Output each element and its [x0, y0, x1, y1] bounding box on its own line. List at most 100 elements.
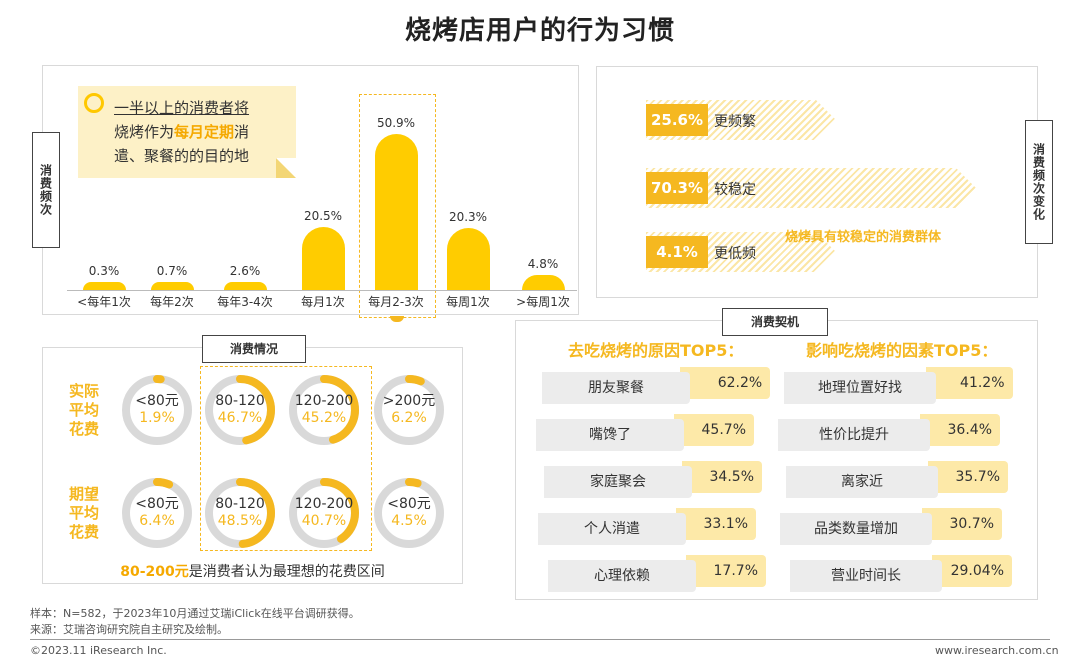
frequency-value-label: 4.8%	[527, 257, 559, 272]
change-label: 更低频	[714, 246, 756, 262]
highlight-marker	[390, 316, 404, 322]
motive-value-bar: 33.1%	[676, 508, 756, 540]
frequency-bar	[301, 227, 345, 290]
change-note: 烧烤具有较稳定的消费群体	[785, 230, 942, 245]
spending-percent: 45.2%	[301, 410, 347, 426]
ideal-range-frame	[200, 366, 372, 551]
callout-line-1: 一半以上的消费者将	[114, 99, 250, 117]
footer-divider	[30, 639, 1050, 640]
spending-donut	[374, 478, 444, 548]
spending-percent: 6.2%	[391, 410, 427, 426]
frequency-bar	[82, 282, 126, 290]
frequency-value-label: 0.3%	[88, 264, 120, 278]
reasons-heading: 去吃烧烤的原因TOP5：	[568, 341, 744, 360]
spending-donut	[205, 478, 275, 548]
frequency-value-label: 0.7%	[156, 264, 188, 278]
donut-value-arc	[205, 478, 275, 548]
spending-donut	[289, 375, 359, 445]
change-percent: 70.3%	[646, 172, 708, 204]
spending-donut	[289, 478, 359, 548]
spending-donut	[205, 375, 275, 445]
spending-percent: 1.9%	[139, 410, 175, 426]
motive-value-bar: 41.2%	[926, 367, 1013, 399]
motive-label-bar: 家庭聚会	[544, 466, 692, 498]
footer-url: www.iresearch.com.cn	[935, 644, 1059, 657]
donut-value-arc	[205, 375, 275, 445]
page-title: 烧烤店用户的行为习惯	[404, 16, 675, 46]
callout-line-3: 遣、聚餐的的目的地	[114, 147, 250, 165]
change-list: 25.6% 更频繁 70.3% 较稳定 4.1% 更低频	[646, 102, 986, 282]
spending-donut	[122, 478, 192, 548]
callout-bullet-icon	[84, 93, 104, 113]
spending-range-label: 80-120	[215, 393, 265, 409]
motive-label-bar: 心理依赖	[548, 560, 696, 592]
spending-percent: 6.4%	[139, 513, 175, 529]
spending-range-label: <80元	[135, 496, 179, 512]
frequency-category-label: 每月2-3次	[368, 295, 424, 309]
spending-donut	[122, 375, 192, 445]
spending-range-label: 120-200	[294, 496, 354, 512]
frequency-category-label: 每年2次	[150, 295, 194, 309]
footer-copyright: ©2023.11 iResearch Inc.	[30, 644, 167, 657]
frequency-category-label: 每月1次	[301, 295, 345, 309]
footer-sample: 样本：N=582，于2023年10月通过艾瑞iClick在线平台调研获得。	[30, 607, 360, 620]
spending-range-label: 120-200	[294, 393, 354, 409]
reasons-bars: 62.2% 朋友聚餐 45.7% 嘴馋了 34.5% 家庭聚会 33.1% 个人消遣 17.7%…	[530, 367, 778, 592]
frequency-tab: 消费频次	[32, 132, 60, 248]
change-percent: 25.6%	[646, 104, 708, 136]
callout-text: 一半以上的消费者将 烧烤作为每月定期消 遣、聚餐的的目的地	[114, 96, 294, 168]
spending-percent: 4.5%	[391, 513, 427, 529]
callout-fold	[276, 158, 296, 178]
motive-tab: 消费契机	[722, 308, 828, 336]
frequency-category-label: 每周1次	[446, 295, 490, 309]
motive-label-bar: 朋友聚餐	[542, 372, 690, 404]
spending-percent: 48.5%	[217, 513, 263, 529]
spending-range-label: >200元	[382, 393, 436, 409]
frequency-value-label: 20.3%	[448, 209, 488, 224]
spending-donut	[374, 375, 444, 445]
change-label: 更频繁	[714, 114, 756, 130]
frequency-bar	[446, 227, 490, 290]
motive-label-bar: 离家近	[786, 466, 938, 498]
motive-label-bar: 个人消遣	[538, 513, 686, 545]
frequency-category-label: >每周1次	[516, 295, 570, 309]
donut-value-arc	[289, 375, 359, 445]
frequency-bar	[223, 282, 267, 290]
spending-range-label: <80元	[135, 393, 179, 409]
motive-value-bar: 62.2%	[680, 367, 771, 399]
motive-value-bar: 17.7%	[686, 555, 766, 587]
footer-source: 来源：艾瑞咨询研究院自主研究及绘制。	[30, 623, 228, 636]
frequency-bar-chart: 0.3% <每年1次 0.7% 每年2次 2.6% 每年3-4次 20.5% 每月1次 50.9…	[42, 65, 579, 315]
frequency-value-label: 20.5%	[303, 209, 343, 224]
spending-grid: 实际 平均 花费 <80元 1.9% 80-120 46.7% 120-200 45.2% >20…	[42, 365, 463, 560]
spending-note: 80-200元是消费者认为最理想的花费区间	[120, 564, 385, 580]
spending-row-label: 实际 平均 花费	[68, 382, 99, 438]
factors-heading: 影响吃烧烤的因素TOP5：	[806, 341, 998, 360]
motive-value-bar: 35.7%	[928, 461, 1008, 493]
frequency-bar	[374, 134, 418, 290]
motive-label-bar: 嘴馋了	[536, 419, 684, 451]
motive-label-bar: 地理位置好找	[784, 372, 936, 404]
donut-value-arc	[122, 375, 192, 445]
frequency-baseline	[67, 290, 577, 291]
motive-label-bar: 营业时间长	[790, 560, 942, 592]
donut-value-arc	[374, 375, 444, 445]
spending-tab: 消费情况	[202, 335, 306, 363]
motive-value-bar: 34.5%	[682, 461, 762, 493]
change-tab: 消费频次变化	[1025, 120, 1053, 244]
motive-panel	[515, 320, 1038, 600]
change-percent: 4.1%	[646, 236, 708, 268]
frequency-bar	[521, 275, 565, 290]
donut-value-arc	[374, 478, 444, 548]
frequency-category-label: 每年3-4次	[217, 295, 273, 309]
frequency-bar	[150, 282, 194, 290]
frequency-value-label: 2.6%	[229, 264, 261, 278]
motive-value-bar: 30.7%	[922, 508, 1002, 540]
motive-value-bar: 29.04%	[932, 555, 1012, 587]
motive-label-bar: 性价比提升	[778, 419, 930, 451]
spending-range-label: <80元	[387, 496, 431, 512]
callout-line-2: 烧烤作为每月定期消	[114, 123, 250, 141]
spending-percent: 46.7%	[217, 410, 263, 426]
spending-row-label: 期望 平均 花费	[68, 485, 99, 541]
motive-value-bar: 45.7%	[674, 414, 754, 446]
